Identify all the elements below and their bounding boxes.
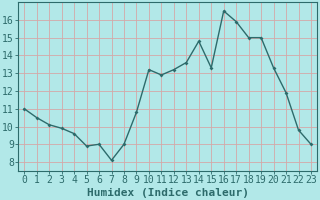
X-axis label: Humidex (Indice chaleur): Humidex (Indice chaleur) bbox=[87, 188, 249, 198]
